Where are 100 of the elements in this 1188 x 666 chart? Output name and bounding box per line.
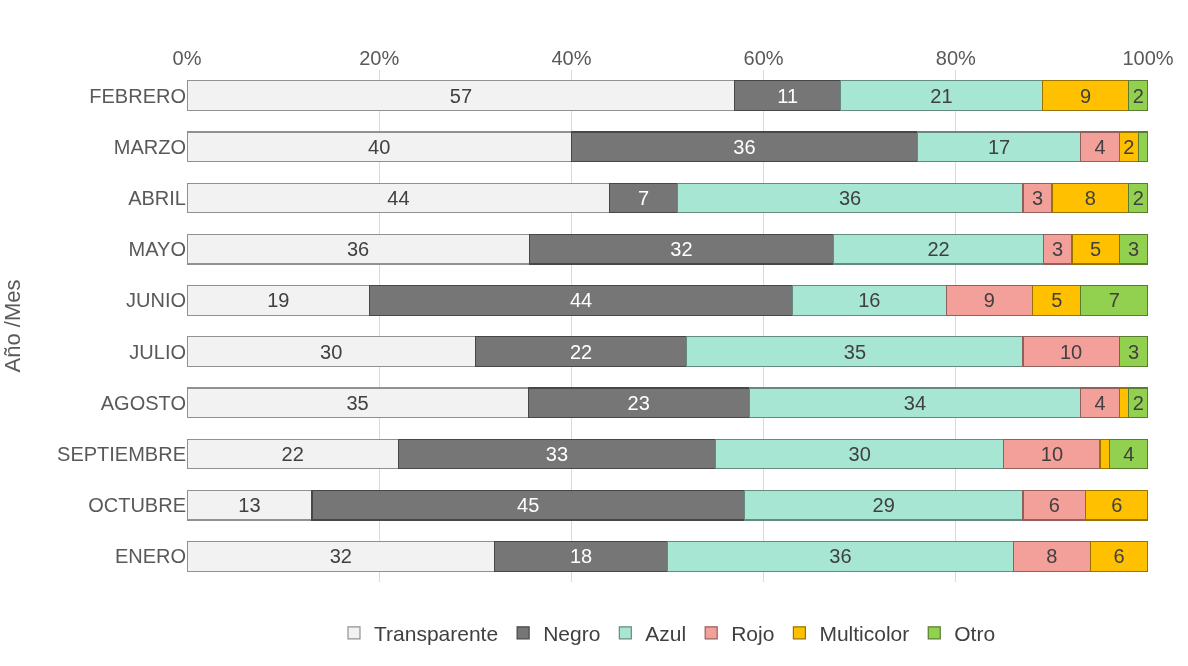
bar [748,387,1082,419]
data-label: 5 [1051,289,1063,312]
y-tick-label: FEBRERO [89,84,186,107]
data-label: 32 [329,545,352,568]
data-label: 7 [1108,289,1120,312]
bar [493,540,669,572]
data-label: 3 [1128,340,1140,363]
bar [187,284,371,316]
bar [714,438,1005,470]
data-label: 9 [1079,84,1092,107]
bar [187,80,736,112]
bar [1080,284,1148,316]
data-label: 17 [987,135,1011,158]
bar [1041,80,1130,112]
data-label: 4 [1094,135,1106,158]
bar [666,540,1015,572]
bar [734,80,842,112]
bar [839,80,1043,112]
bar [1084,489,1148,521]
data-label: 21 [930,84,953,107]
data-label: 30 [320,340,343,363]
data-label: 6 [1111,494,1123,517]
data-label: 23 [627,391,650,414]
x-tick-label: 80% [935,47,977,69]
bar [1012,540,1091,572]
x-tick-label: 20% [359,47,400,69]
data-label: 6 [1048,494,1060,517]
data-label: 3 [1031,187,1044,209]
bar [676,182,1024,214]
data-label: 44 [387,187,410,209]
legend-label: Rojo [731,622,775,646]
data-label: 3 [1128,238,1140,261]
bar [187,438,400,470]
data-label: 10 [1059,340,1083,363]
bar [187,336,476,368]
bar [1022,489,1087,521]
bar [187,387,529,419]
bar [1071,233,1120,265]
y-tick-label: JULIO [129,340,186,363]
bar [187,489,313,521]
data-label: 57 [449,84,473,107]
bar [833,233,1044,265]
bar [1080,131,1120,163]
bar [570,131,918,163]
y-tick-label: SEPTIEMBRE [57,443,186,465]
y-tick-label: JUNIO [126,289,186,312]
data-label: 11 [777,84,799,107]
y-tick-label: MARZO [113,135,186,158]
x-tick-label: 0% [172,47,202,69]
data-label: 7 [637,187,650,209]
legend-label: Otro [954,622,996,646]
bar [1080,387,1120,419]
bar [791,284,947,316]
data-label: 44 [569,289,593,312]
data-label: 22 [927,238,950,261]
data-label: 8 [1084,187,1096,209]
data-label: 10 [1040,443,1064,465]
data-label: 34 [903,391,927,414]
legend-label: Transparente [374,622,499,646]
bar [187,233,530,265]
x-tick-label: 40% [551,47,592,69]
bar [528,233,835,265]
legend-label: Multicolor [819,622,910,646]
bar [1137,131,1148,163]
bar [1108,438,1148,470]
x-tick-label: 100% [1122,47,1174,69]
bar [1099,438,1111,470]
bar [187,540,496,572]
data-label: 36 [733,135,756,158]
data-label: 16 [858,289,881,312]
bar [368,284,794,316]
bar [1118,233,1148,265]
data-label: 5 [1090,238,1102,261]
bar [743,489,1024,521]
data-label: 6 [1113,545,1125,568]
data-label: 22 [281,443,304,465]
bar [474,336,688,368]
y-tick-label: OCTUBRE [88,494,186,517]
bar [609,182,678,214]
bar [1051,182,1130,214]
bar [187,182,611,214]
bar [397,438,717,470]
data-label: 8 [1046,545,1058,568]
data-label: 4 [1094,391,1106,414]
x-tick-label: 60% [743,47,784,69]
data-label: 30 [848,443,871,465]
data-label: 19 [267,289,290,312]
data-label: 13 [238,494,261,517]
data-label: 32 [670,238,693,261]
data-label: 22 [569,340,593,363]
y-tick-label: ABRIL [128,187,186,209]
bar [916,131,1082,163]
data-label: 3 [1052,238,1064,261]
bar [1003,438,1101,470]
bar [311,489,745,521]
bar [686,336,1024,368]
data-label: 4 [1123,443,1135,465]
bar [527,387,750,419]
data-label: 29 [872,494,895,517]
y-axis-title: Año /Mes [0,279,25,373]
